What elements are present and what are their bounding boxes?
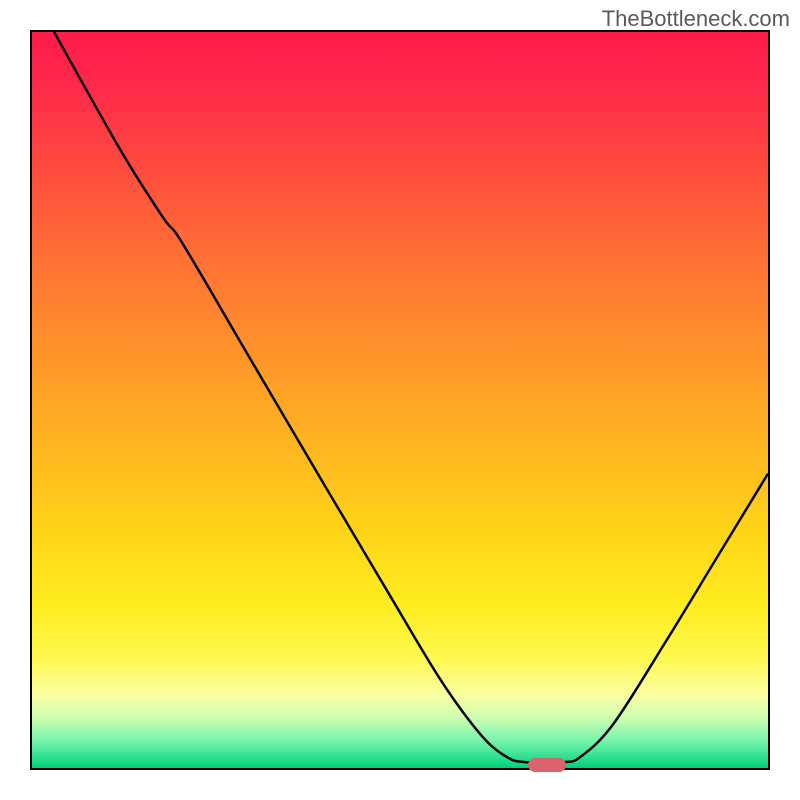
watermark-text: TheBottleneck.com bbox=[602, 6, 790, 32]
chart-container bbox=[30, 30, 770, 770]
optimal-marker bbox=[528, 758, 566, 772]
bottleneck-curve bbox=[32, 32, 768, 768]
